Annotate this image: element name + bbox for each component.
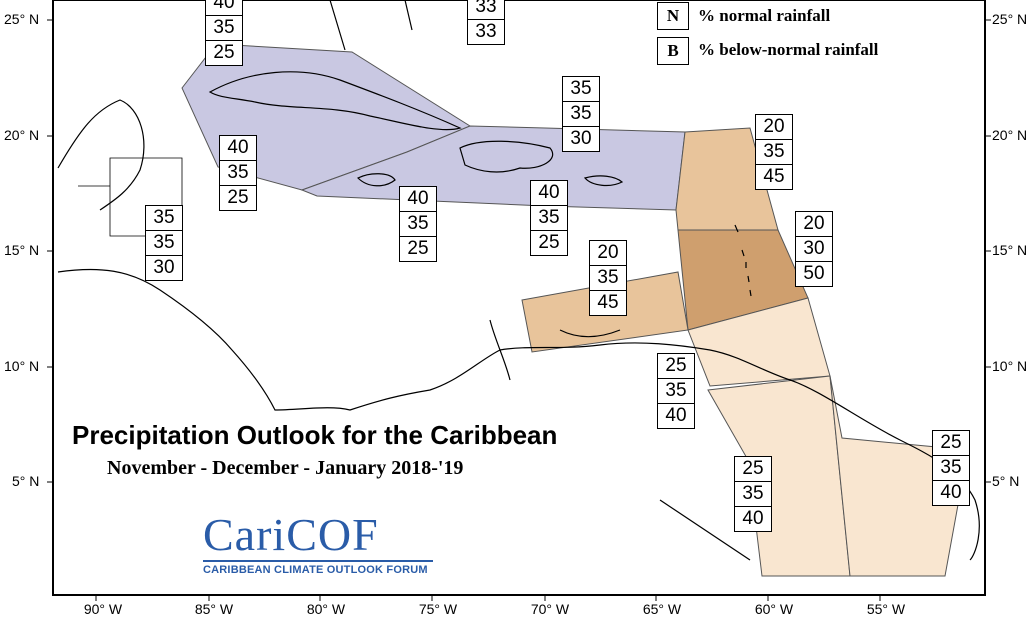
map-title: Precipitation Outlook for the Caribbean <box>72 420 558 450</box>
coast-central-america <box>57 268 501 411</box>
prob-below: 40 <box>933 480 969 505</box>
lon-label-70w: 70° W <box>530 601 570 617</box>
prob-above: 20 <box>597 242 619 263</box>
prob-above: 40 <box>538 182 560 203</box>
coast-south-america <box>499 342 980 561</box>
prob-below: 50 <box>796 261 832 286</box>
prob-box-jamaica: 40 35 25 <box>399 186 437 262</box>
lat-label-20n-left: 20° N <box>4 127 40 143</box>
prob-above: 25 <box>940 432 962 453</box>
prob-above: 40 <box>227 137 249 158</box>
prob-above: 25 <box>742 458 764 479</box>
prob-normal: 35 <box>658 378 694 403</box>
prob-above: 35 <box>153 207 175 228</box>
lon-label-60w: 60° W <box>754 601 794 617</box>
coast-cuba <box>208 71 462 131</box>
coast-yucatan <box>57 99 145 211</box>
prob-box-northern-leewards: 35 35 30 <box>562 76 600 152</box>
lat-label-15n-left: 15° N <box>4 242 40 258</box>
lon-label-65w: 65° W <box>642 601 682 617</box>
coast-jamaica <box>356 173 396 187</box>
prob-normal: 35 <box>735 481 771 506</box>
lon-label-55w: 55° W <box>866 601 906 617</box>
prob-above: 33 <box>475 0 497 17</box>
lat-label-15n-right: 15° N <box>992 242 1028 258</box>
prob-normal: 35 <box>146 230 182 255</box>
lon-label-90w: 90° W <box>83 601 123 617</box>
lat-label-20n-right: 20° N <box>992 127 1028 143</box>
prob-box-bahamas: 40 35 25 <box>205 0 243 66</box>
prob-box-trinidad: 25 35 40 <box>657 353 695 429</box>
logo-wordmark: CariCOF <box>203 509 379 560</box>
prob-below: 30 <box>563 126 599 151</box>
prob-below: 30 <box>146 255 182 280</box>
prob-above: 40 <box>407 188 429 209</box>
prob-normal: 35 <box>590 265 626 290</box>
prob-below: 25 <box>400 236 436 261</box>
legend-key-below: B <box>657 37 689 65</box>
prob-normal: 35 <box>756 139 792 164</box>
coast-orinoco <box>659 499 751 561</box>
prob-normal: 30 <box>796 236 832 261</box>
prob-normal: 35 <box>220 160 256 185</box>
prob-below: 40 <box>658 403 694 428</box>
prob-box-leeward: 20 35 45 <box>755 114 793 190</box>
prob-box-hispaniola: 40 35 25 <box>530 180 568 256</box>
prob-above: 20 <box>763 116 785 137</box>
prob-normal: 35 <box>563 101 599 126</box>
lat-label-25n-left: 25° N <box>4 11 40 27</box>
prob-normal: 35 <box>933 455 969 480</box>
prob-box-turks-caicos: 33 33 <box>467 0 505 45</box>
lat-label-10n-right: 10° N <box>992 358 1028 374</box>
lon-label-75w: 75° W <box>418 601 458 617</box>
prob-normal: 35 <box>531 205 567 230</box>
coast-lesser-antilles <box>734 224 752 297</box>
prob-below: 45 <box>590 290 626 315</box>
caricof-logo: CariCOF CARIBBEAN CLIMATE OUTLOOK FORUM <box>203 512 433 576</box>
axis-ticks <box>47 19 991 601</box>
prob-below: 40 <box>735 506 771 531</box>
coast-puertorico <box>583 175 624 187</box>
prob-above: 40 <box>213 0 235 13</box>
lon-label-85w: 85° W <box>194 601 234 617</box>
prob-normal: 35 <box>400 211 436 236</box>
coast-florida <box>329 0 413 51</box>
logo-tagline: CARIBBEAN CLIMATE OUTLOOK FORUM <box>203 564 428 576</box>
prob-box-guyana: 25 35 40 <box>734 456 772 532</box>
prob-below: 25 <box>220 185 256 210</box>
prob-below: 25 <box>206 40 242 65</box>
prob-above: 35 <box>570 78 592 99</box>
prob-above: 25 <box>665 355 687 376</box>
prob-box-french-guiana: 25 35 40 <box>932 430 970 506</box>
coast-venezuela-lakes <box>489 319 621 381</box>
prob-box-windward: 20 30 50 <box>795 211 833 287</box>
prob-below: 25 <box>531 230 567 255</box>
legend-key-normal: N <box>657 2 689 30</box>
legend-text-below: % below-normal rainfall <box>698 40 879 59</box>
lon-label-80w: 80° W <box>306 601 346 617</box>
coastlines <box>57 0 980 561</box>
region-guyana <box>707 375 851 577</box>
lat-label-5n-right: 5° N <box>992 473 1020 489</box>
prob-box-belize: 35 35 30 <box>145 205 183 281</box>
lat-label-10n-left: 10° N <box>4 358 40 374</box>
region-suriname-guiana <box>829 375 969 577</box>
legend-text-normal: % normal rainfall <box>698 6 831 25</box>
prob-box-abc: 20 35 45 <box>589 240 627 316</box>
coast-hispaniola <box>459 140 554 173</box>
map-subtitle: November - December - January 2018-'19 <box>107 457 464 479</box>
prob-below: 45 <box>756 164 792 189</box>
lat-label-25n-right: 25° N <box>992 11 1028 27</box>
map-frame <box>52 0 986 596</box>
lat-label-5n-left: 5° N <box>12 473 40 489</box>
prob-normal: 33 <box>468 19 504 44</box>
logo-rule <box>203 560 433 562</box>
prob-box-cuba: 40 35 25 <box>219 135 257 211</box>
prob-above: 20 <box>803 213 825 234</box>
prob-normal: 35 <box>206 15 242 40</box>
